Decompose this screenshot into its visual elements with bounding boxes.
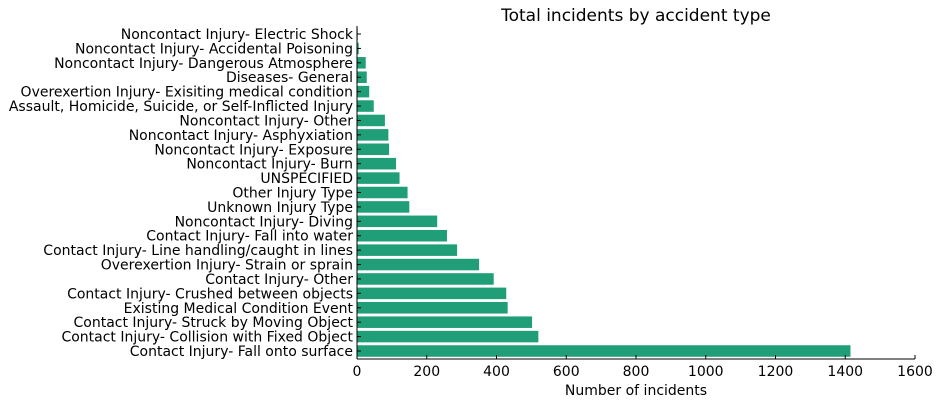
bar [357,244,458,256]
bar [357,100,374,112]
category-label: Noncontact Injury- Electric Shock [121,27,354,43]
x-tick-label: 1400 [827,364,863,380]
category-label: Overexertion Injury- Strain or sprain [101,258,353,274]
x-tick-label: 600 [553,364,580,380]
category-label: Unknown Injury Type [207,200,353,216]
category-label: Contact Injury- Crushed between objects [67,286,353,302]
x-tick-label: 200 [413,364,440,380]
category-labels-group: Noncontact Injury- Electric ShockNoncont… [9,27,361,360]
bar [357,71,367,83]
bar [357,114,385,127]
x-tick-label: 800 [623,364,650,380]
x-tick-label: 1600 [897,364,933,380]
category-label: Contact Injury- Struck by Moving Object [74,315,354,331]
category-label: Existing Medical Condition Event [124,301,354,317]
bars-group [357,28,851,357]
category-label: Overexertion Injury- Exisiting medical c… [21,85,353,101]
bar [357,330,539,343]
bar [357,302,508,314]
bar [357,143,390,156]
bar [357,273,494,285]
category-label: Contact Injury- Fall into water [146,229,353,245]
category-label: UNSPECIFIED [260,171,353,187]
category-label: Contact Injury- Fall onto surface [130,344,353,360]
chart-title: Total incidents by accident type [500,6,771,26]
bar [357,258,480,271]
bar [357,57,366,69]
x-tick-label: 0 [353,364,362,380]
category-label: Diseases- General [226,70,353,86]
category-label: Contact Injury- Other [205,272,353,288]
category-label: Assault, Homicide, Suicide, or Self-Infl… [9,99,353,115]
bar [357,287,507,300]
x-tick-label: 400 [483,364,510,380]
category-label: Contact Injury- Collision with Fixed Obj… [61,330,353,346]
bar [357,172,400,184]
bar [357,129,389,141]
bar [357,215,438,228]
category-label: Contact Injury- Line handling/caught in … [43,243,353,259]
category-label: Other Injury Type [232,186,353,202]
category-label: Noncontact Injury- Accidental Poisoning [75,41,353,57]
x-axis-label: Number of incidents [565,383,707,399]
category-label: Noncontact Injury- Diving [175,214,353,230]
category-label: Noncontact Injury- Dangerous Atmosphere [54,56,353,72]
bar [357,157,397,170]
bar [357,316,533,328]
category-label: Noncontact Injury- Other [179,113,353,129]
bar [357,345,851,357]
bar [357,229,447,242]
category-label: Noncontact Injury- Burn [186,157,353,173]
x-tick-label: 1200 [758,364,794,380]
category-label: Noncontact Injury- Asphyxiation [129,128,353,144]
x-tick-label: 1000 [688,364,724,380]
bar [357,201,410,213]
category-label: Noncontact Injury- Exposure [154,142,353,158]
x-ticks-group: 0 200 400 600 800 1000 1200 1400 1600 [353,355,933,380]
bar [357,186,408,199]
bar [357,85,370,98]
